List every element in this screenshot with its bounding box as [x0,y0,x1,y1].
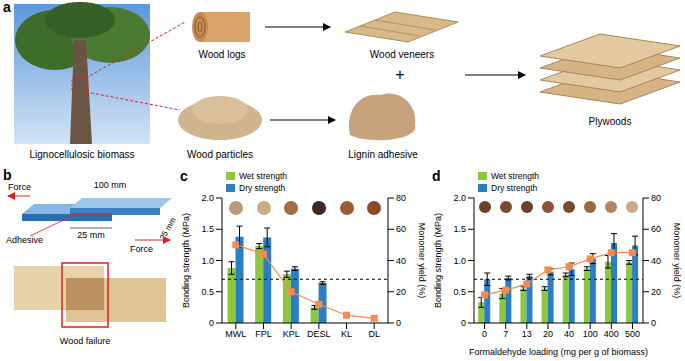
svg-text:DL: DL [368,329,380,339]
html-text:c: c [180,168,188,184]
svg-text:13: 13 [522,329,532,339]
svg-text:7: 7 [503,329,508,339]
svg-text:80: 80 [651,193,661,203]
svg-text:DESL: DESL [307,329,331,339]
svg-text:Bonding strength (MPa): Bonding strength (MPa) [433,213,443,308]
svg-text:2.0: 2.0 [453,193,466,203]
svg-text:Lignocellulosic biomass: Lignocellulosic biomass [29,149,134,160]
svg-text:Monomer yield (%): Monomer yield (%) [417,223,427,299]
svg-text:KPL: KPL [283,329,300,339]
svg-text:Lignin adhesive: Lignin adhesive [348,149,418,160]
svg-text:40: 40 [564,329,574,339]
svg-text:Wood logs: Wood logs [198,49,245,60]
svg-text:1.5: 1.5 [453,224,466,234]
svg-text:25 mm: 25 mm [77,230,105,240]
svg-text:Plywoods: Plywoods [589,116,632,127]
svg-text:Wood particles: Wood particles [187,149,253,160]
svg-text:100: 100 [583,329,598,339]
svg-text:1.0: 1.0 [201,256,214,266]
svg-text:Wood veneers: Wood veneers [370,49,434,60]
svg-text:Formaldehyde loading (mg per g: Formaldehyde loading (mg per g of biomas… [469,347,648,357]
svg-text:2.0: 2.0 [201,193,214,203]
svg-text:1.0: 1.0 [453,256,466,266]
svg-text:0.5: 0.5 [201,287,214,297]
svg-text:Force: Force [8,182,31,192]
svg-text:1.5: 1.5 [201,224,214,234]
svg-text:25 mm: 25 mm [158,216,178,242]
svg-text:500: 500 [625,329,640,339]
svg-text:KL: KL [341,329,352,339]
svg-text:Adhesive: Adhesive [6,235,43,245]
svg-text:0: 0 [209,318,214,328]
html-text:d: d [432,168,441,184]
svg-text:60: 60 [396,224,406,234]
svg-text:Force: Force [130,244,153,254]
svg-text:0: 0 [396,318,401,328]
svg-text:20: 20 [396,287,406,297]
svg-text:20: 20 [651,287,661,297]
svg-text:400: 400 [604,329,619,339]
svg-text:40: 40 [396,256,406,266]
svg-text:Bonding strength (MPa): Bonding strength (MPa) [181,213,191,308]
svg-text:Wood failure: Wood failure [60,336,110,346]
svg-text:0.5: 0.5 [453,287,466,297]
svg-text:FPL: FPL [255,329,272,339]
svg-text:0: 0 [651,318,656,328]
svg-text:40: 40 [651,256,661,266]
svg-text:0: 0 [482,329,487,339]
html-text:Wet strength: Wet strength [239,171,287,181]
svg-text:60: 60 [651,224,661,234]
svg-text:MWL: MWL [225,329,246,339]
svg-text:b: b [3,168,12,183]
svg-text:80: 80 [396,193,406,203]
svg-text:100 mm: 100 mm [94,180,127,190]
html-text:Wet strength: Wet strength [491,171,539,181]
svg-text:a: a [3,0,11,15]
svg-text:Monomer yield (%): Monomer yield (%) [672,223,682,299]
html-text:Dry strength: Dry strength [491,183,538,193]
svg-text:20: 20 [543,329,553,339]
html-text:Dry strength: Dry strength [239,183,286,193]
svg-text:+: + [395,66,404,83]
svg-text:0: 0 [461,318,466,328]
